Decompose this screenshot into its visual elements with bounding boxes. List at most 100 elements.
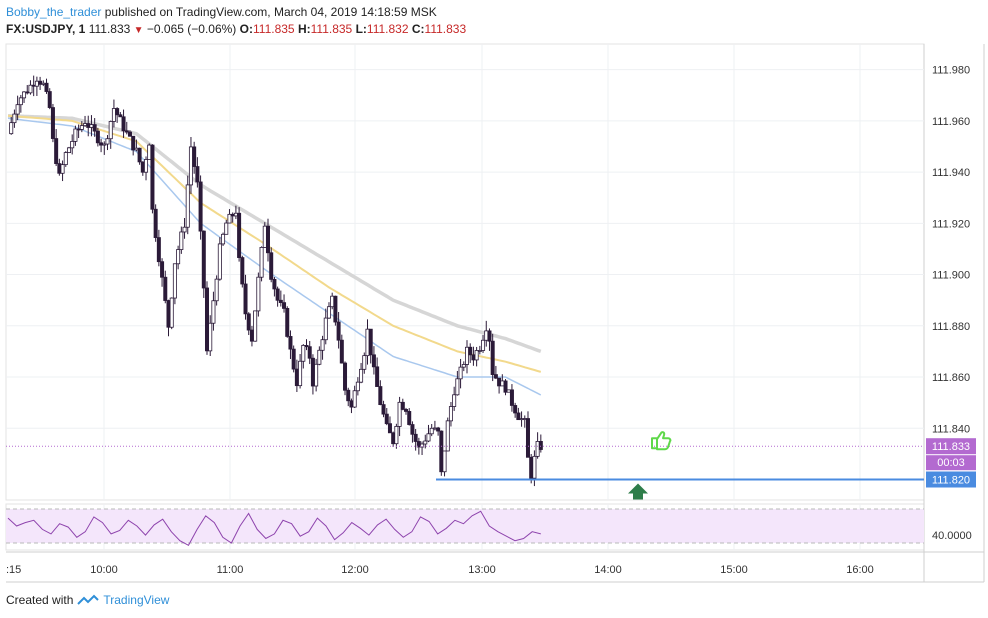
candle-body [522, 418, 527, 420]
candle-body [230, 213, 235, 217]
candle-body [349, 400, 354, 408]
candle-body [89, 124, 94, 128]
candle-body [294, 368, 299, 387]
candle-body [150, 144, 155, 210]
open-value: 111.835 [253, 22, 295, 36]
candle-body [66, 147, 71, 153]
candle-body [391, 432, 396, 445]
candle-body [63, 152, 68, 166]
candle-body [346, 389, 351, 402]
candle-body [95, 130, 100, 144]
candle-body [506, 389, 511, 393]
ema-blue-line [7, 117, 542, 396]
candle-body [140, 161, 145, 173]
candle-body [458, 366, 463, 380]
thumbs-up-icon [651, 431, 672, 451]
candle-body [118, 114, 123, 118]
candle-body [92, 124, 97, 132]
candle-body [227, 213, 232, 224]
candle-body [102, 143, 107, 146]
candle-body [436, 427, 441, 432]
candle-body [25, 91, 30, 94]
candle-body [359, 368, 364, 383]
tradingview-logo-icon [77, 594, 100, 605]
candle-body [172, 263, 177, 299]
moving-averages [7, 113, 542, 396]
y-tick-label: 111.860 [932, 372, 970, 384]
rsi-band [6, 509, 924, 543]
candle-body [18, 97, 23, 106]
candles [9, 75, 543, 487]
tradingview-brand[interactable]: TradingView [103, 593, 170, 607]
candle-body [487, 330, 492, 342]
candle-body [278, 299, 283, 304]
close-label: C: [411, 22, 425, 36]
candle-body [503, 380, 508, 393]
publish-info: Bobby_the_trader published on TradingVie… [6, 5, 437, 19]
candle-body [314, 363, 319, 387]
candle-body [493, 374, 498, 379]
candle-body [256, 276, 261, 312]
candle-body [310, 357, 315, 387]
author-link[interactable]: Bobby_the_trader [6, 5, 102, 19]
candle-body [404, 409, 409, 412]
candle-body [285, 308, 290, 337]
candle-body [57, 163, 62, 174]
candle-body [481, 339, 486, 351]
candle-body [99, 142, 104, 146]
y-tick-label: 111.900 [932, 270, 970, 282]
candle-body [336, 321, 341, 341]
candle-body [73, 128, 78, 142]
candle-body [259, 247, 264, 278]
y-tick-label: 111.880 [932, 321, 970, 333]
candle-body [400, 401, 405, 410]
candle-body [535, 441, 540, 457]
chart-axes: 111.980 111.960 111.940 111.920 111.900 111.8… [6, 65, 976, 576]
candle-body [182, 226, 187, 233]
candle-body [108, 121, 113, 140]
candle-body [275, 288, 280, 301]
candle-body [262, 225, 267, 248]
candle-body [214, 278, 219, 302]
candle-body [384, 413, 389, 425]
candle-body [224, 222, 229, 235]
candle-body [333, 295, 338, 323]
candle-body [153, 208, 158, 238]
candle-body [127, 131, 132, 137]
price-pane-border [5, 43, 925, 501]
candle-body [163, 276, 168, 301]
candle-body [134, 147, 139, 151]
candle-body [445, 420, 450, 452]
candle-body [265, 225, 270, 254]
candle-body [432, 427, 437, 430]
high-label: H: [297, 22, 311, 36]
candle-body [156, 237, 161, 263]
candle-body [83, 123, 88, 127]
candle-body [176, 249, 181, 265]
candle-body [121, 116, 126, 132]
rsi-pane [6, 508, 924, 546]
footer: Created with TradingView [6, 593, 169, 607]
published-text: published on TradingView.com, March 04, … [104, 5, 437, 19]
candle-body [330, 295, 335, 308]
candle-body [468, 346, 473, 356]
candle-body [420, 443, 425, 448]
candle-body [291, 348, 296, 370]
candle-body [410, 424, 415, 435]
candle-body [15, 104, 20, 115]
candle-body [269, 252, 274, 280]
candle-body [397, 401, 402, 427]
candle-body [217, 243, 222, 280]
candle-body [240, 257, 245, 285]
candle-body [509, 389, 514, 406]
countdown-label-bg [926, 455, 976, 471]
candle-body [169, 297, 174, 328]
created-with-text: Created with [6, 593, 74, 607]
candle-body [115, 108, 120, 116]
candle-body [368, 328, 373, 356]
candle-body [529, 456, 534, 479]
y-tick-label: 111.980 [932, 65, 970, 77]
candle-body [272, 278, 277, 290]
candle-body [365, 328, 370, 357]
